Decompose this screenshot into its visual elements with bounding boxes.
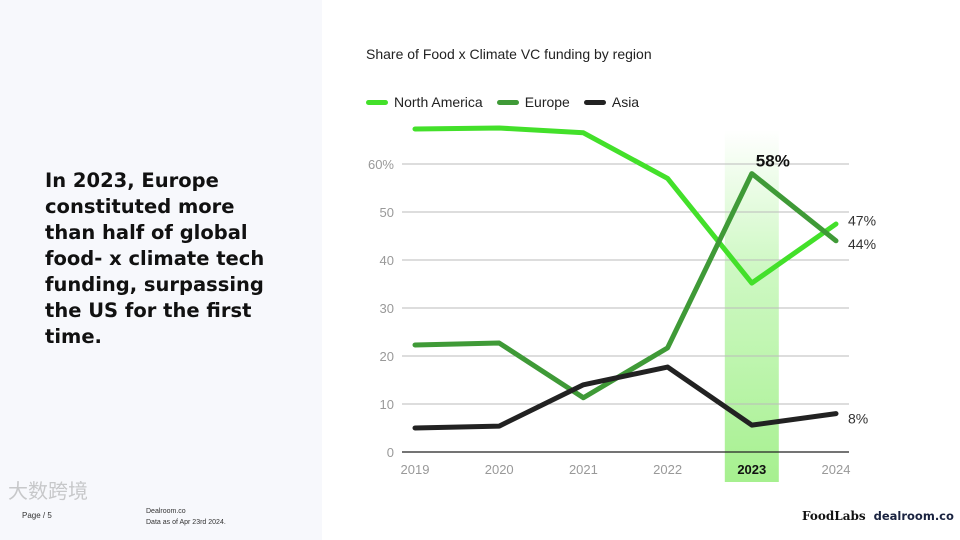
series-line-north-america: [412, 125, 839, 286]
legend-swatch: [366, 99, 388, 105]
dealroom-logo: dealroom.co: [873, 509, 954, 523]
date-note: Data as of Apr 23rd 2024.: [146, 519, 226, 526]
x-tick-label: 2023: [737, 462, 766, 477]
foodlabs-logo: FoodLabs: [802, 509, 866, 523]
legend-item: Europe: [496, 94, 570, 110]
legend: North America Europe Asia: [366, 94, 639, 110]
y-tick-label: 10: [380, 397, 394, 412]
headline: In 2023, Europe constituted more than ha…: [45, 169, 265, 348]
legend-swatch: [496, 99, 519, 105]
legend-label: North America: [394, 94, 483, 110]
end-label: 44%: [848, 236, 876, 252]
x-tick-label: 2021: [569, 462, 598, 477]
y-tick-label: 30: [380, 301, 394, 316]
y-tick-label: 20: [380, 349, 394, 364]
series-line-asia: [412, 364, 839, 431]
source: Dealroom.co: [146, 508, 186, 515]
left-panel: [0, 0, 322, 540]
legend-item: Asia: [583, 94, 640, 110]
legend-swatch: [583, 99, 606, 105]
chart-title: Share of Food x Climate VC funding by re…: [366, 46, 652, 62]
y-tick-label: 60%: [368, 157, 394, 172]
x-tick-label: 2024: [822, 462, 851, 477]
x-tick-label: 2020: [485, 462, 514, 477]
legend-label: Europe: [524, 94, 570, 110]
peak-label: 58%: [756, 152, 790, 171]
legend-label: Asia: [611, 94, 640, 110]
x-tick-label: 2019: [401, 462, 430, 477]
legend-item: North America: [366, 94, 483, 110]
page-number: Page / 5: [22, 511, 52, 520]
y-tick-label: 0: [387, 445, 394, 460]
source-note: Dealroom.co Data as of Apr 23rd 2024.: [146, 506, 226, 528]
watermark: 大数跨境: [8, 479, 88, 503]
y-tick-label: 50: [380, 205, 394, 220]
series-line-europe: [412, 171, 839, 401]
end-label: 8%: [848, 411, 868, 427]
end-label: 47%: [848, 212, 876, 228]
y-tick-label: 40: [380, 253, 394, 268]
x-tick-label: 2022: [653, 462, 682, 477]
highlight-band: [724, 130, 779, 482]
logos: FoodLabs dealroom.co: [802, 509, 954, 523]
